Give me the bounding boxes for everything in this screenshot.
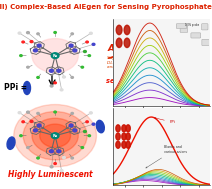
Circle shape [32,39,78,73]
Circle shape [37,112,39,114]
Circle shape [89,32,92,34]
Circle shape [122,133,126,140]
Circle shape [18,112,21,114]
Circle shape [71,112,73,114]
Circle shape [86,41,88,43]
Text: Supported by
DLS, SEM, TEM,
and UV-vis: Supported by DLS, SEM, TEM, and UV-vis [107,56,141,69]
Circle shape [84,50,86,53]
Circle shape [84,130,86,132]
Circle shape [116,125,120,132]
X-axis label: Wavelength (nm): Wavelength (nm) [146,118,177,122]
Circle shape [116,133,120,140]
Circle shape [26,32,29,34]
Ellipse shape [7,137,15,149]
Text: Ru: Ru [53,134,58,138]
Circle shape [71,33,73,35]
Circle shape [49,69,53,72]
Circle shape [54,82,56,84]
Circle shape [54,163,56,164]
Text: PPi =: PPi = [4,84,27,92]
Circle shape [23,112,87,160]
Circle shape [57,150,61,153]
Circle shape [33,49,37,52]
Circle shape [71,77,73,78]
Circle shape [20,135,22,137]
Circle shape [92,43,95,45]
Circle shape [124,25,130,35]
Circle shape [126,133,130,140]
Circle shape [116,141,120,148]
FancyBboxPatch shape [176,24,187,29]
Circle shape [30,120,33,122]
Circle shape [122,125,126,132]
Text: Highly Luminescent: Highly Luminescent [8,170,93,179]
Circle shape [26,111,29,113]
Circle shape [73,49,77,52]
Circle shape [37,33,39,35]
Circle shape [50,166,53,168]
Circle shape [49,150,53,153]
Circle shape [27,147,29,149]
Circle shape [60,89,63,91]
FancyBboxPatch shape [180,26,188,33]
Circle shape [88,135,91,137]
FancyBboxPatch shape [191,33,201,38]
Circle shape [73,129,77,132]
Circle shape [88,55,91,57]
Text: PPi: PPi [155,117,176,124]
Circle shape [92,123,95,125]
Circle shape [33,129,37,132]
Text: Ru: Ru [53,54,58,58]
Ellipse shape [96,120,104,133]
Circle shape [32,118,78,153]
FancyBboxPatch shape [202,39,210,46]
Circle shape [57,69,61,72]
Text: Highly selective &
sensitive PPi detection: Highly selective & sensitive PPi detecti… [106,70,192,84]
Circle shape [124,38,130,47]
Circle shape [51,133,59,139]
Circle shape [27,66,29,68]
Circle shape [30,41,33,43]
Circle shape [86,121,88,123]
Circle shape [37,124,41,127]
Circle shape [69,124,73,127]
Circle shape [37,44,41,47]
Circle shape [50,85,53,87]
Circle shape [40,124,71,147]
Circle shape [116,25,122,35]
Text: Blanks and
various anions: Blanks and various anions [146,145,187,168]
Circle shape [60,170,63,172]
Circle shape [122,141,126,148]
Circle shape [14,105,96,167]
Circle shape [81,147,84,149]
Ellipse shape [24,81,31,94]
Circle shape [37,77,39,78]
Circle shape [22,41,24,43]
Circle shape [71,157,73,159]
Circle shape [116,38,122,47]
Text: Ru(II) Complex-Based AIEgen for Sensing Pyrophosphate Ion: Ru(II) Complex-Based AIEgen for Sensing … [0,4,212,10]
Text: AIEE: AIEE [108,44,131,53]
Circle shape [89,112,92,114]
Circle shape [54,111,56,113]
Circle shape [51,53,59,58]
Text: 0.0% probe: 0.0% probe [185,23,199,27]
Circle shape [54,32,56,33]
Circle shape [81,66,84,68]
FancyBboxPatch shape [202,24,208,30]
Circle shape [18,32,21,34]
Circle shape [63,156,65,159]
Circle shape [22,121,24,123]
Circle shape [63,76,65,78]
Circle shape [69,44,73,47]
Circle shape [126,125,130,132]
Circle shape [20,55,22,57]
Circle shape [37,157,39,159]
Circle shape [126,141,130,148]
